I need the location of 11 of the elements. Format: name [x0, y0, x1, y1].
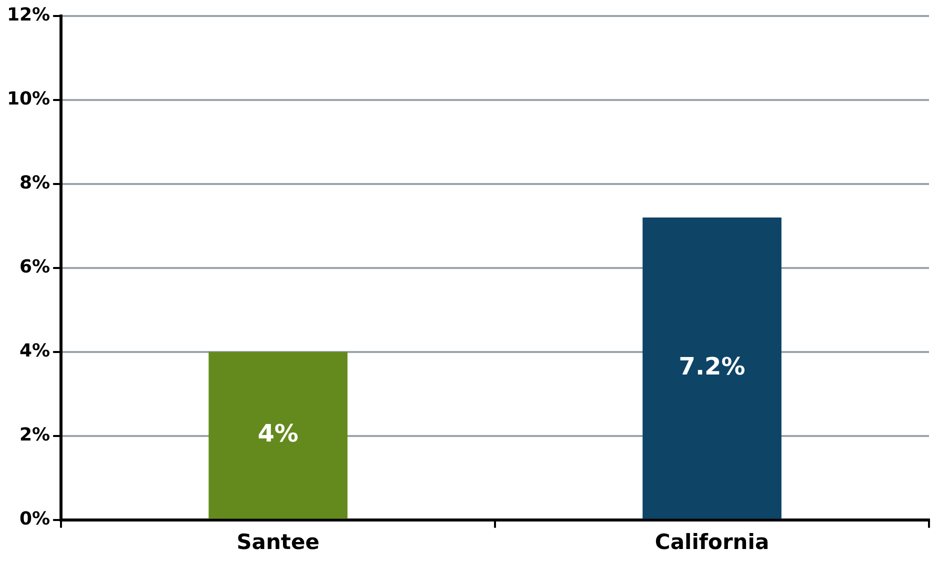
- y-tick-label: 8%: [20, 172, 50, 194]
- y-tick-label: 10%: [6, 88, 50, 110]
- y-tick-label: 0%: [20, 508, 50, 530]
- y-tick-label: 6%: [20, 256, 50, 278]
- y-tick-label: 2%: [20, 424, 50, 446]
- x-tick-label: Santee: [236, 530, 320, 554]
- y-tick-label: 4%: [20, 340, 50, 362]
- data-label: 7.2%: [678, 352, 746, 380]
- data-label: 4%: [258, 420, 298, 448]
- x-tick-label: California: [654, 530, 770, 554]
- y-tick-label: 12%: [6, 4, 50, 26]
